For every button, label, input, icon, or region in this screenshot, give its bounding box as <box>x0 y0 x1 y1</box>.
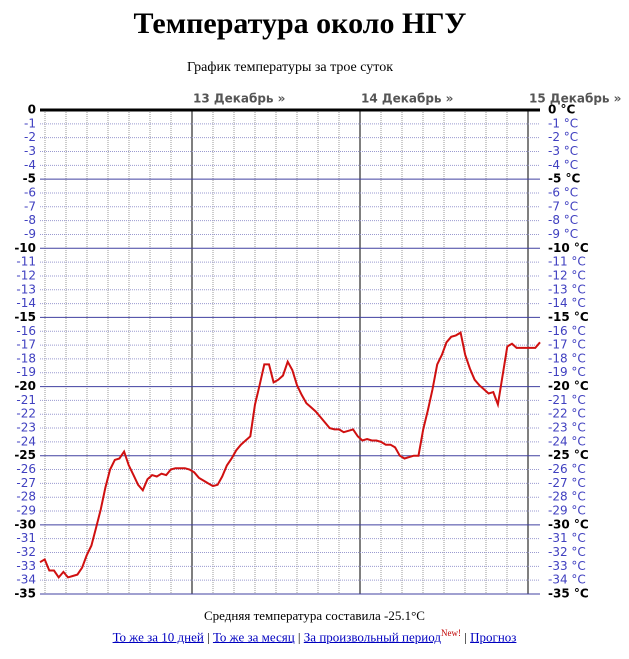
y-tick-label: -6 <box>24 185 36 199</box>
y-tick-label: -25 <box>14 448 36 462</box>
y-tick-label: -4 <box>24 158 36 172</box>
y2-tick-label: -7 °C <box>548 199 578 213</box>
y-tick-label: -13 <box>16 282 36 296</box>
y-tick-label: -31 <box>16 531 36 545</box>
y-tick-label: -22 <box>16 407 36 421</box>
new-badge: New! <box>440 628 461 638</box>
y2-tick-label: -5 °C <box>548 172 581 186</box>
y-tick-label: -3 <box>24 144 36 158</box>
y2-tick-label: -17 °C <box>548 338 586 352</box>
y-tick-label: -12 <box>16 268 36 282</box>
y2-tick-label: -12 °C <box>548 268 586 282</box>
y2-tick-label: -30 °C <box>548 517 589 531</box>
y2-tick-label: -22 °C <box>548 407 586 421</box>
y2-tick-label: -9 °C <box>548 227 578 241</box>
y-tick-label: -33 <box>16 559 36 573</box>
y2-tick-label: -31 °C <box>548 531 586 545</box>
y-tick-label: -18 <box>16 351 36 365</box>
y2-tick-label: -2 °C <box>548 130 578 144</box>
y2-tick-label: -18 °C <box>548 351 586 365</box>
y2-tick-label: -35 °C <box>548 587 589 601</box>
y-tick-label: -2 <box>24 130 36 144</box>
y-tick-label: -29 <box>16 504 36 518</box>
y2-tick-label: -26 °C <box>548 462 586 476</box>
y2-tick-label: -13 °C <box>548 282 586 296</box>
footer: Средняя температура составила -25.1°C То… <box>0 608 629 645</box>
average-text: Средняя температура составила -25.1°C <box>204 608 425 623</box>
y2-tick-label: -15 °C <box>548 310 589 324</box>
y2-tick-label: -34 °C <box>548 573 586 587</box>
y2-tick-label: -1 °C <box>548 116 578 130</box>
y2-tick-label: -24 °C <box>548 434 586 448</box>
day-label: 15 Декабрь » <box>529 92 621 106</box>
y2-tick-label: -23 °C <box>548 421 586 435</box>
y2-tick-label: -14 °C <box>548 296 586 310</box>
y-tick-label: -32 <box>16 545 36 559</box>
y-tick-label: -15 <box>14 310 36 324</box>
y2-tick-label: -27 °C <box>548 476 586 490</box>
chart: Температура около НГУ График температуры… <box>14 7 621 601</box>
y2-tick-label: -16 °C <box>548 324 586 338</box>
link[interactable]: За произвольный период <box>303 629 441 645</box>
y2-tick-label: -19 °C <box>548 365 586 379</box>
y2-tick-label: -28 °C <box>548 490 586 504</box>
chart-title: Температура около НГУ <box>134 7 467 40</box>
y2-tick-label: -8 °C <box>548 213 578 227</box>
y-tick-label: -11 <box>16 255 36 269</box>
y-tick-label: -20 <box>14 379 36 393</box>
y-tick-label: -8 <box>24 213 36 227</box>
link[interactable]: Прогноз <box>470 629 517 645</box>
y-tick-label: -10 <box>14 241 36 255</box>
y-tick-label: -21 <box>16 393 36 407</box>
y-tick-label: -26 <box>16 462 36 476</box>
y-tick-label: -9 <box>24 227 36 241</box>
y2-tick-label: -21 °C <box>548 393 586 407</box>
y2-tick-label: -10 °C <box>548 241 589 255</box>
y2-tick-label: -33 °C <box>548 559 586 573</box>
y2-tick-label: -3 °C <box>548 144 578 158</box>
y-tick-label: -23 <box>16 421 36 435</box>
y2-tick-label: -25 °C <box>548 448 589 462</box>
y2-tick-label: -29 °C <box>548 504 586 518</box>
y-tick-label: -14 <box>16 296 36 310</box>
y-tick-label: -35 <box>14 587 36 601</box>
y2-tick-label: -32 °C <box>548 545 586 559</box>
y-tick-label: -27 <box>16 476 36 490</box>
y-tick-label: -30 <box>14 517 36 531</box>
y-tick-label: -24 <box>16 434 36 448</box>
y-tick-label: -19 <box>16 365 36 379</box>
temperature-line <box>39 331 541 580</box>
y-tick-label: -28 <box>16 490 36 504</box>
y-tick-label: -7 <box>24 199 36 213</box>
y-tick-label: -16 <box>16 324 36 338</box>
link[interactable]: То же за 10 дней <box>112 629 204 645</box>
y2-tick-label: -4 °C <box>548 158 578 172</box>
day-label: 13 Декабрь » <box>193 92 285 106</box>
links: То же за 10 дней | То же за месяц | За п… <box>112 628 517 645</box>
link[interactable]: То же за месяц <box>212 629 295 645</box>
y-tick-label: -5 <box>23 172 36 186</box>
y2-tick-label: 0 °C <box>548 103 576 117</box>
y2-tick-label: -11 °C <box>548 255 586 269</box>
y-tick-label: -34 <box>16 573 36 587</box>
y-tick-label: 0 <box>28 103 36 117</box>
y2-tick-label: -20 °C <box>548 379 589 393</box>
day-label: 14 Декабрь » <box>361 92 453 106</box>
chart-subtitle: График температуры за трое суток <box>187 60 393 75</box>
y2-tick-label: -6 °C <box>548 185 578 199</box>
y-tick-label: -1 <box>24 116 36 130</box>
y-tick-label: -17 <box>16 338 36 352</box>
